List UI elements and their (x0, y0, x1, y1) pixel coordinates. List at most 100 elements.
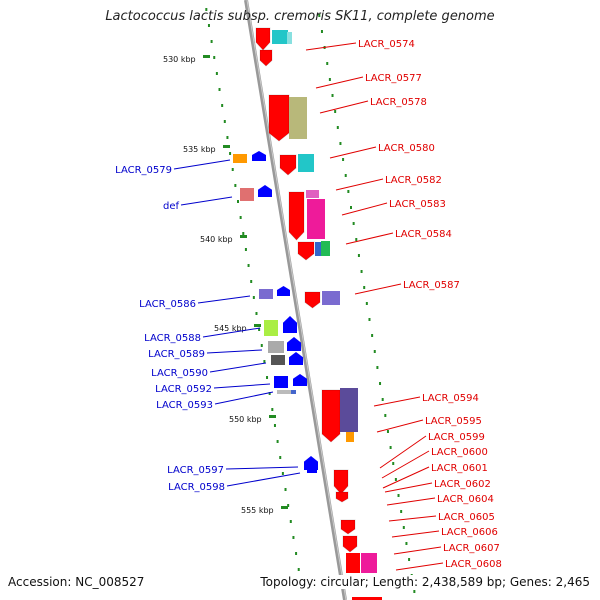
label-leader (180, 196, 233, 206)
gene-label-left: LACR_0586 (139, 299, 196, 310)
gc-dot (334, 110, 337, 113)
label-leader (341, 202, 388, 216)
gc-dot (279, 456, 282, 459)
gc-dot (247, 264, 250, 267)
tick-mark (203, 55, 210, 58)
gc-dot (223, 120, 226, 123)
gene-box (307, 199, 325, 239)
gc-dot (260, 344, 263, 347)
gene-arrow (307, 468, 317, 473)
tick-mark (240, 235, 247, 238)
gene-box (271, 355, 285, 365)
gene-box (259, 289, 273, 299)
label-leader (393, 546, 442, 555)
gene-label-right: LACR_0584 (395, 229, 452, 240)
gene-label-left: def (163, 201, 180, 212)
gene-label-left: LACR_0579 (115, 165, 172, 176)
gc-dot (389, 446, 392, 449)
tick-label: 550 kbp (229, 415, 262, 424)
gc-dot (297, 568, 300, 571)
gc-dot (365, 302, 368, 305)
gene-label-right: LACR_0577 (365, 73, 422, 84)
label-leader (395, 562, 444, 571)
label-leader (225, 466, 299, 470)
gene-arrow (268, 94, 290, 142)
gc-dot (218, 88, 221, 91)
gc-dot (368, 318, 371, 321)
gc-dot (405, 542, 408, 545)
gene-arrow (279, 154, 297, 176)
gc-dot (221, 104, 224, 107)
gene-arrow (259, 49, 273, 67)
gene-label-left: LACR_0589 (148, 349, 205, 360)
gc-dot (339, 142, 342, 145)
gene-label-right: LACR_0595 (425, 416, 482, 427)
gene-label-left: LACR_0590 (151, 368, 208, 379)
gene-box (306, 190, 319, 198)
gene-box (264, 320, 278, 336)
gc-dot (397, 494, 400, 497)
gene-arrow (287, 337, 301, 351)
gc-dot (355, 238, 358, 241)
gc-dot (347, 190, 350, 193)
gene-arrow (340, 519, 356, 535)
label-leader (329, 146, 377, 159)
right-gene-labels: LACR_0574 LACR_0577 LACR_0578 LACR_0580 LACR… (305, 39, 502, 571)
gene-arrow (255, 27, 271, 51)
gc-dot (400, 510, 403, 513)
gc-dot (244, 248, 247, 251)
label-leader (206, 349, 263, 354)
gc-dot (360, 270, 363, 273)
gene-arrow (304, 456, 318, 470)
gc-dot (342, 158, 345, 161)
gene-box (340, 388, 358, 432)
gc-dot (250, 280, 253, 283)
gene-box (321, 241, 330, 256)
gc-dot (215, 72, 218, 75)
tick-mark (254, 324, 261, 327)
gene-box (233, 154, 247, 163)
label-leader (388, 515, 437, 522)
tick-mark (223, 145, 230, 148)
gc-dot (402, 526, 405, 529)
gene-label-left: LACR_0588 (144, 333, 201, 344)
gene-arrow (283, 316, 297, 333)
tick-mark (281, 506, 288, 509)
genome-title: Lactococcus lactis subsp. cremoris SK11,… (105, 9, 495, 24)
gc-dot (373, 350, 376, 353)
gc-dot (287, 504, 290, 507)
label-leader (319, 100, 369, 114)
label-leader (213, 383, 271, 389)
gc-dot (413, 590, 416, 593)
gene-label-right: LACR_0600 (431, 447, 488, 458)
gene-arrow (293, 374, 307, 386)
gc-dot (205, 8, 208, 11)
gene-box (274, 376, 288, 388)
gene-arrow (289, 352, 303, 365)
label-leader (373, 396, 421, 407)
label-leader (226, 472, 301, 487)
label-leader (315, 76, 364, 89)
label-leader (354, 283, 402, 295)
gc-dot (344, 174, 347, 177)
topology-text: Topology: circular; Length: 2,438,589 bp… (260, 575, 590, 589)
gene-label-right: LACR_0604 (437, 494, 494, 505)
gc-dot (392, 462, 395, 465)
gc-dot (276, 440, 279, 443)
gene-box (289, 97, 307, 139)
gc-dot (292, 536, 295, 539)
gc-dot (281, 472, 284, 475)
label-leader (345, 232, 394, 245)
gc-dot (268, 392, 271, 395)
tick-label: 540 kbp (200, 235, 233, 244)
label-leader (381, 450, 430, 479)
gc-dot (266, 376, 269, 379)
tick-labels: 530 kbp 535 kbp 540 kbp 545 kbp 550 kbp 555 k… (163, 55, 288, 515)
genome-backbone (244, 0, 347, 600)
gene-arrow (288, 191, 305, 241)
gene-label-left: LACR_0597 (167, 465, 224, 476)
gc-dot (239, 216, 242, 219)
gene-label-right: LACR_0606 (441, 527, 498, 538)
